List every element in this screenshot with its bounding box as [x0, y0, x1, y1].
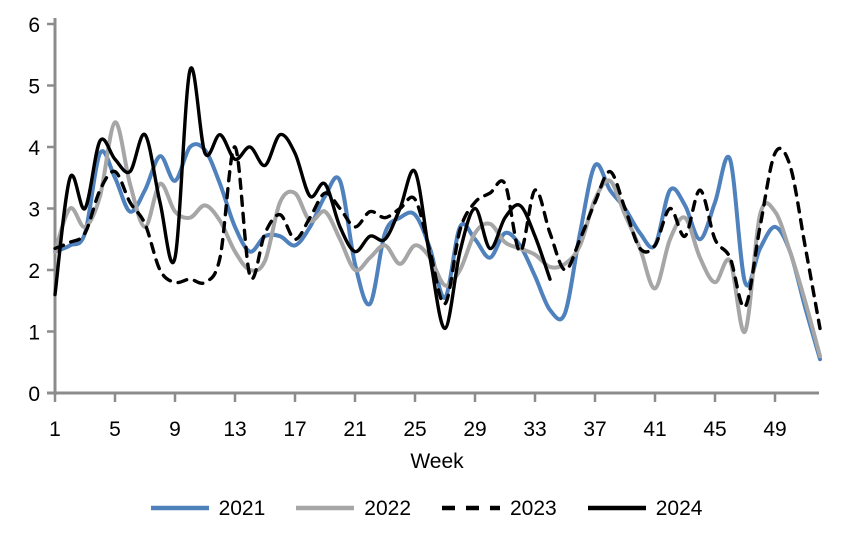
y-tick-label: 3: [28, 199, 40, 222]
legend-label-2022: 2022: [364, 496, 411, 520]
y-tick-label: 2: [28, 260, 40, 283]
x-tick-label: 5: [109, 418, 121, 441]
x-axis-title: Week: [410, 450, 464, 473]
y-axis: 0 1 2 3 4 5 6: [28, 14, 57, 406]
x-tick-label: 9: [169, 418, 181, 441]
x-axis: 1 5 9 13 17 21 25 29 33 37 41 45 49: [47, 391, 819, 441]
x-tick-label: 41: [643, 418, 666, 441]
series-line-2022: [53, 120, 822, 359]
y-tick-label: 4: [28, 137, 40, 160]
y-tick-label: 5: [28, 76, 40, 99]
legend-line-sample-2022: [296, 505, 355, 511]
x-tick-label: 33: [523, 418, 546, 441]
x-tick-label: 17: [283, 418, 306, 441]
x-tick-label: 1: [49, 418, 61, 441]
legend-item-2023: 2023: [441, 498, 557, 519]
x-tick-label: 13: [223, 418, 246, 441]
legend-line-sample-2024: [587, 505, 646, 511]
x-tick-label: 37: [583, 418, 606, 441]
series-line-2024: [53, 66, 552, 331]
x-tick-label: 45: [703, 418, 726, 441]
series-lines: [53, 66, 822, 362]
x-tick-label: 21: [343, 418, 366, 441]
legend: 2021 2022 2023 2024: [0, 490, 852, 526]
x-tick-label: 25: [403, 418, 426, 441]
y-tick-label: 6: [28, 14, 40, 37]
legend-label-2021: 2021: [218, 496, 266, 520]
x-tick-label: 49: [763, 418, 786, 441]
legend-line-sample-2023: [442, 505, 500, 511]
x-tick-label: 29: [463, 418, 486, 441]
legend-item-2024: 2024: [587, 496, 703, 520]
y-tick-label: 0: [28, 383, 40, 406]
series-line-2023: [53, 145, 822, 331]
legend-label-2024: 2024: [655, 496, 703, 520]
legend-line-sample-2021: [150, 505, 209, 511]
legend-item-2021: 2021: [150, 496, 266, 520]
legend-label-2023: 2023: [510, 496, 557, 520]
legend-item-2022: 2022: [295, 498, 411, 519]
y-tick-label: 1: [28, 322, 40, 345]
